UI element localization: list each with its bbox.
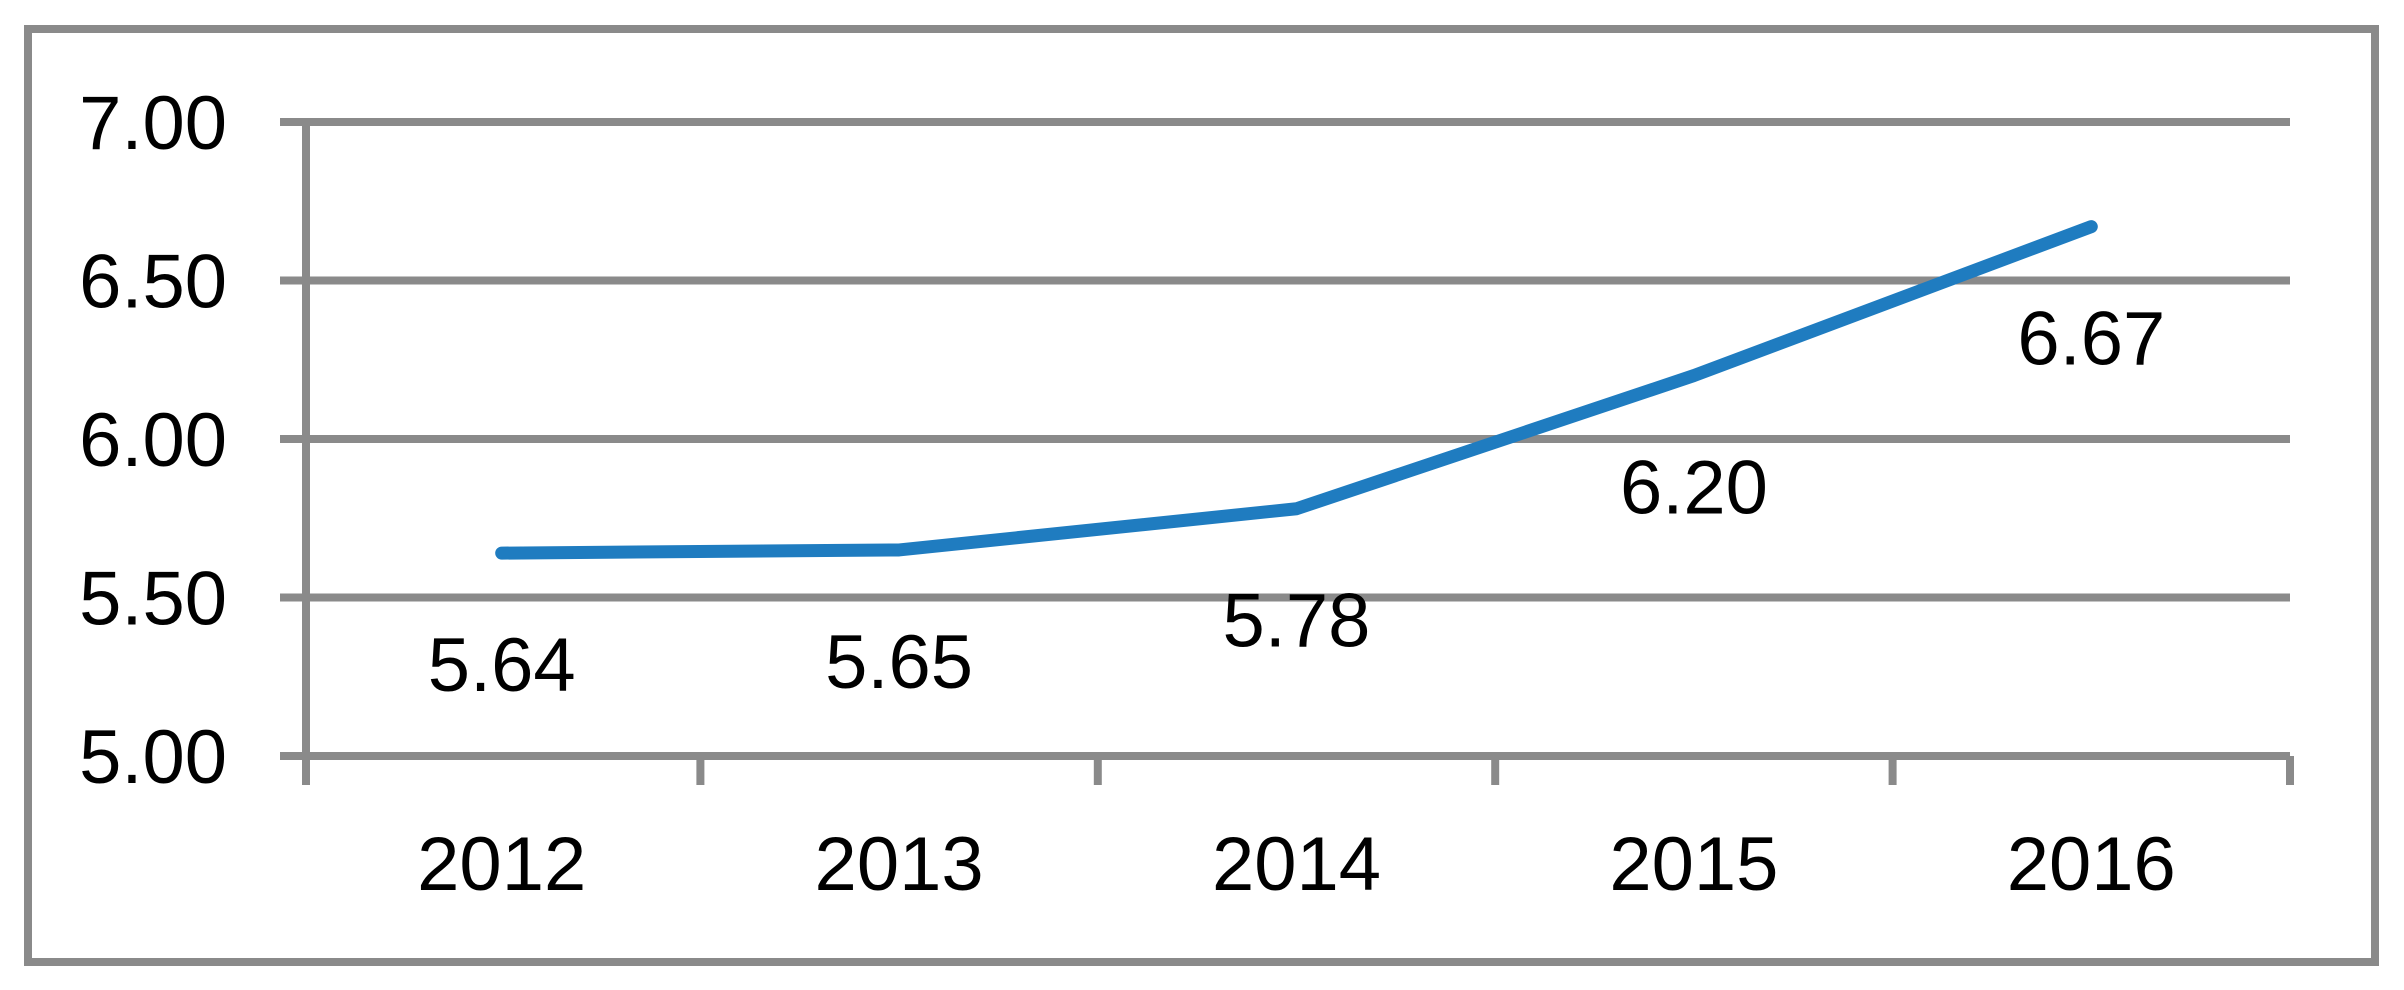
x-axis-category-label: 2016 xyxy=(2007,822,2176,907)
x-axis-category-label: 2012 xyxy=(417,822,586,907)
data-label: 6.20 xyxy=(1620,446,1768,531)
x-axis-category-label: 2015 xyxy=(1609,822,1778,907)
chart-frame-border xyxy=(24,25,2379,966)
x-axis-category-label: 2013 xyxy=(815,822,984,907)
data-label: 5.64 xyxy=(428,623,576,708)
y-axis-tick-label: 7.00 xyxy=(79,81,227,166)
x-axis-category-label: 2014 xyxy=(1212,822,1381,907)
data-label: 5.65 xyxy=(825,620,973,705)
data-label: 5.78 xyxy=(1223,579,1371,664)
y-axis-tick-label: 6.00 xyxy=(79,398,227,483)
y-axis-tick-label: 5.50 xyxy=(79,557,227,642)
y-axis-tick-label: 5.00 xyxy=(79,715,227,800)
series-line xyxy=(495,220,2098,560)
y-axis-tick-label: 6.50 xyxy=(79,240,227,325)
data-label: 6.67 xyxy=(2017,297,2165,382)
